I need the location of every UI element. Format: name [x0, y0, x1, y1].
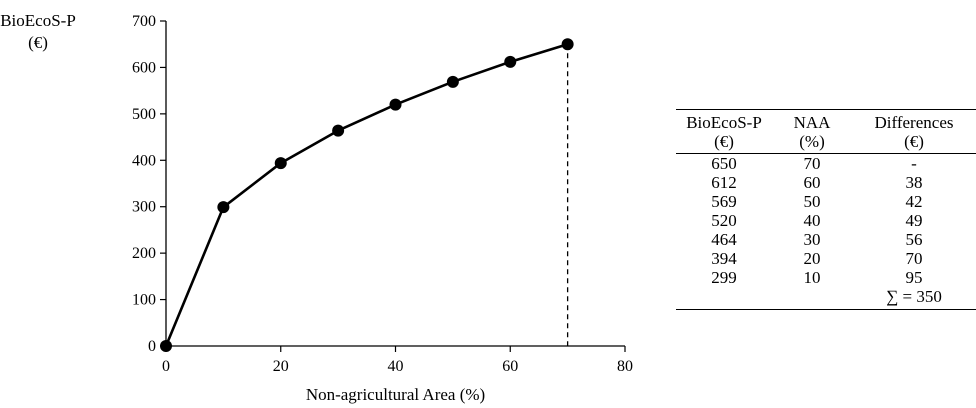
header-naa-unit: (%): [772, 132, 852, 154]
data-point: [446, 75, 459, 88]
cell-naa: 60: [803, 173, 821, 192]
cell-bioecos: 650: [711, 154, 737, 173]
cell-bioecos: 394: [711, 249, 737, 268]
header-bioecos: BioEcoS-P: [676, 109, 772, 132]
x-tick-label: 40: [388, 358, 404, 375]
data-point: [561, 38, 574, 51]
cell-difference: -: [911, 154, 917, 173]
y-tick-label: 700: [132, 13, 156, 30]
cell-naa: 40: [803, 211, 821, 230]
cell-bioecos: 612: [711, 173, 737, 192]
cell-bioecos: 464: [711, 230, 737, 249]
data-point: [274, 157, 287, 170]
table-row: 650 70 -: [676, 154, 976, 174]
y-axis-label-line2: (€): [28, 33, 48, 52]
cell-difference: 38: [905, 173, 923, 192]
y-tick-label: 200: [132, 245, 156, 262]
cell-difference: 56: [905, 230, 923, 249]
data-point: [504, 55, 517, 68]
data-point: [217, 201, 230, 214]
cell-difference: 42: [905, 192, 923, 211]
cell-bioecos: 520: [711, 211, 737, 230]
table-row: 394 20 70: [676, 249, 976, 268]
table-total-row: ∑ = 350: [676, 287, 976, 310]
y-tick-label: 100: [132, 292, 156, 309]
table-header-row: BioEcoS-P NAA Differences: [676, 109, 976, 132]
cell-naa: 10: [803, 268, 821, 287]
x-tick-label: 0: [162, 358, 170, 375]
cell-difference: 70: [905, 249, 923, 268]
data-point: [389, 98, 402, 111]
cell-bioecos: 569: [711, 192, 737, 211]
series-line: [164, 42, 569, 347]
header-differences-unit: (€): [852, 132, 976, 154]
data-point: [160, 340, 172, 352]
data-point: [332, 124, 345, 137]
cell-naa: 20: [803, 249, 821, 268]
cell-difference: 95: [905, 268, 923, 287]
x-axis-label: Non-agricultural Area (%): [306, 385, 485, 404]
header-naa: NAA: [772, 109, 852, 132]
y-axis-label: BioEcoS-P (€): [0, 10, 76, 54]
x-tick-label: 20: [273, 358, 289, 375]
line-chart: 0 100 200 300 400 500 600 700 0 20 40 60 80 Non-agric…: [132, 13, 633, 404]
table-header-units-row: (€) (%) (€): [676, 132, 976, 154]
cell-total: ∑ = 350: [852, 287, 976, 310]
y-tick-label: 600: [132, 59, 156, 76]
cell-difference: 49: [905, 211, 923, 230]
table-row: 520 40 49: [676, 211, 976, 230]
y-tick-label: 500: [132, 106, 156, 123]
table-row: 569 50 42: [676, 192, 976, 211]
header-bioecos-unit: (€): [676, 132, 772, 154]
y-tick-label: 0: [148, 338, 156, 355]
y-axis-label-line1: BioEcoS-P: [0, 11, 76, 30]
table-row: 612 60 38: [676, 173, 976, 192]
table-row: 299 10 95: [676, 268, 976, 287]
x-tick-label: 80: [617, 358, 633, 375]
y-tick-label: 400: [132, 152, 156, 169]
data-table: BioEcoS-P NAA Differences (€) (%) (€) 65…: [676, 109, 976, 310]
y-tick-label: 300: [132, 199, 156, 216]
cell-bioecos: 299: [711, 268, 737, 287]
table-row: 464 30 56: [676, 230, 976, 249]
cell-naa: 70: [803, 154, 821, 173]
cell-naa: 50: [803, 192, 821, 211]
header-differences: Differences: [852, 109, 976, 132]
cell-naa: 30: [803, 230, 821, 249]
x-tick-label: 60: [502, 358, 518, 375]
